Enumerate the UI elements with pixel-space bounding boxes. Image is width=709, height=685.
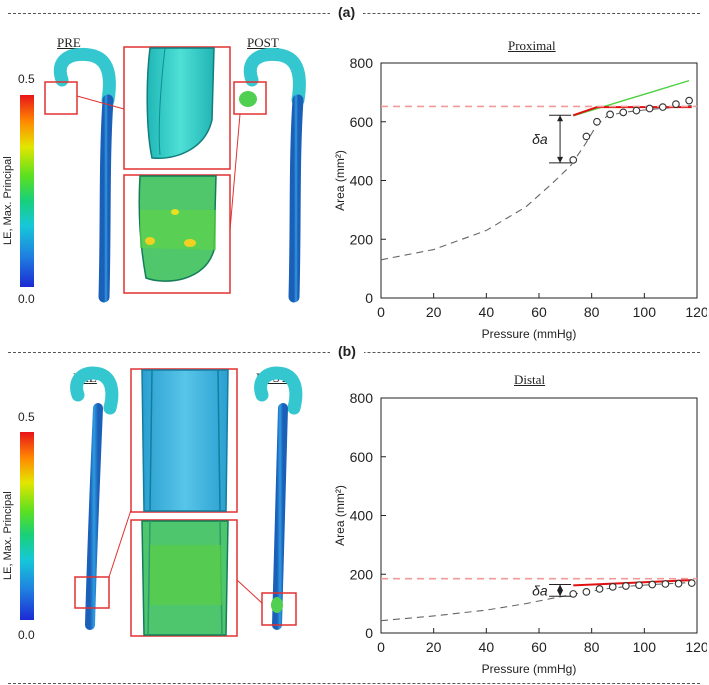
x-tick-label: 0 — [377, 304, 385, 320]
data-point — [569, 156, 578, 164]
data-point — [619, 108, 628, 117]
x-axis-label: Pressure (mmHg) — [482, 327, 577, 341]
x-tick-label: 60 — [531, 639, 547, 655]
pre-zoom-box-b — [74, 576, 110, 609]
post-vessel-body — [288, 94, 304, 303]
data-point — [582, 132, 591, 141]
x-tick-label: 60 — [531, 304, 547, 320]
delta-a-arrowhead-top — [557, 115, 564, 122]
data-point — [687, 579, 696, 587]
y-axis-label: Area (mm²) — [333, 485, 347, 546]
y-axis-label: Area (mm²) — [333, 150, 347, 211]
x-tick-label: 20 — [426, 304, 442, 320]
delta-a-label: δa — [532, 131, 548, 147]
pre-vessel-body — [98, 94, 114, 303]
data-point — [606, 110, 614, 119]
y-tick-label: 600 — [350, 449, 374, 465]
y-tick-label: 0 — [365, 290, 373, 306]
post-zoom-box-b — [261, 592, 297, 626]
x-axis-label: Pressure (mmHg) — [482, 662, 577, 676]
x-tick-label: 40 — [479, 304, 495, 320]
delta-a-arrowhead-bottom — [557, 156, 564, 163]
y-tick-label: 200 — [350, 231, 374, 247]
panel-a-colorbar — [20, 95, 34, 287]
model-curve — [380, 105, 692, 261]
x-tick-label: 120 — [685, 304, 707, 320]
plot-frame — [380, 62, 698, 299]
x-tick-label: 0 — [377, 639, 385, 655]
chart-a-title: Proximal — [508, 38, 556, 53]
x-tick-label: 100 — [633, 304, 657, 320]
pre-zoom-box — [44, 81, 78, 115]
red-fit-line — [573, 579, 692, 587]
panel-a-colorbar-max: 0.5 — [18, 72, 35, 86]
data-point — [672, 100, 680, 108]
y-tick-label: 400 — [350, 508, 374, 524]
chart-distal: 0 20 40 60 80 100 120 0 200 400 600 800 Pressure (mm… — [333, 390, 707, 676]
x-tick-label: 80 — [584, 639, 600, 655]
data-point — [648, 580, 657, 589]
data-point — [622, 582, 630, 590]
x-tick-label: 40 — [479, 639, 495, 655]
chart-proximal: 0 20 40 60 80 100 120 0 200 400 600 800 Pressure (mm… — [333, 55, 707, 341]
panel-a-pre-label: PRE — [57, 35, 81, 50]
panel-a-label: (a) — [330, 4, 364, 20]
data-point — [582, 588, 591, 596]
delta-a-arrowhead-top — [557, 584, 564, 591]
data-point — [674, 579, 683, 588]
post-zoom-box — [233, 81, 267, 115]
x-tick-label: 120 — [685, 639, 707, 655]
data-point — [635, 581, 643, 589]
panel-a-post-label: POST — [247, 35, 279, 50]
data-point — [595, 585, 604, 593]
data-point — [569, 590, 578, 598]
y-tick-label: 800 — [350, 390, 374, 406]
panel-a-colorbar-min: 0.0 — [18, 292, 35, 306]
chart-b-title: Distal — [514, 372, 546, 387]
y-tick-label: 200 — [350, 566, 374, 582]
delta-a-arrowhead-bottom — [557, 590, 564, 597]
y-tick-label: 0 — [365, 625, 373, 641]
panel-b-label: (b) — [330, 343, 364, 359]
x-tick-label: 20 — [426, 639, 442, 655]
green-tangent-line — [573, 79, 690, 117]
panel-b-fe-model — [70, 366, 303, 637]
data-point — [645, 104, 654, 113]
x-tick-label: 80 — [584, 304, 600, 320]
data-point — [685, 96, 693, 105]
panel-a-fe-model — [44, 46, 306, 303]
data-point — [632, 106, 641, 115]
y-tick-label: 600 — [350, 114, 374, 130]
panel-b-colorbar — [20, 432, 34, 620]
post-vessel-arch — [243, 47, 306, 107]
pre-vessel-arch — [53, 47, 116, 107]
data-point — [661, 580, 670, 588]
data-point — [593, 117, 601, 126]
panel-b-colorbar-min: 0.0 — [18, 628, 35, 642]
separator-bottom — [8, 683, 700, 684]
data-point — [658, 103, 667, 111]
y-tick-label: 800 — [350, 55, 374, 71]
y-tick-label: 400 — [350, 173, 374, 189]
delta-a-label: δa — [532, 582, 548, 598]
x-tick-label: 100 — [633, 639, 657, 655]
data-point — [608, 583, 617, 591]
panel-b-colorbar-max: 0.5 — [18, 410, 35, 424]
